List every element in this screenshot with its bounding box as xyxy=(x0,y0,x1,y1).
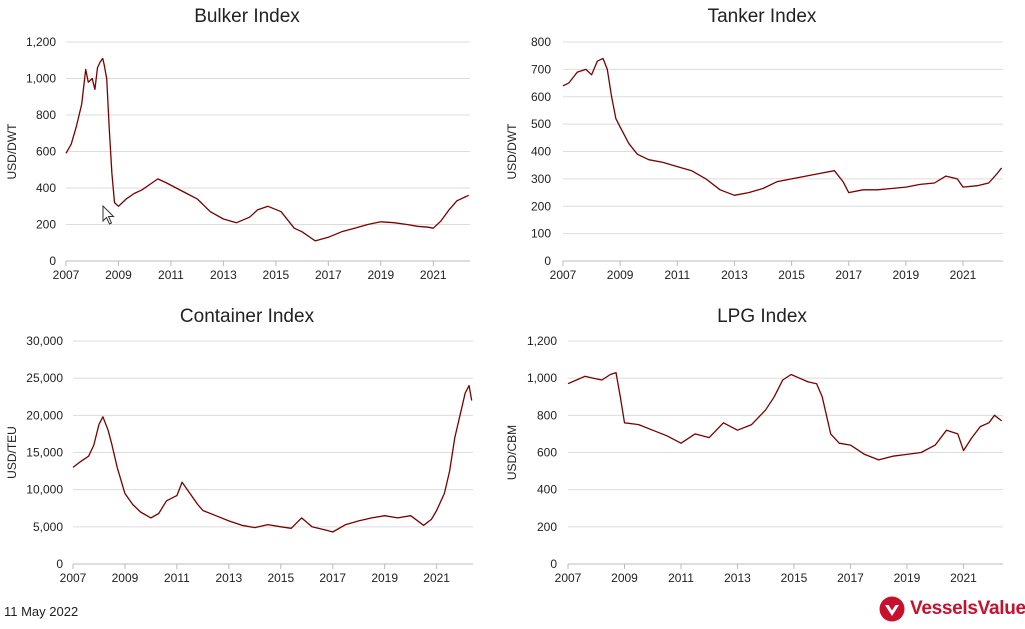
x-tick-label: 2015 xyxy=(267,571,294,585)
x-tick-label: 2009 xyxy=(112,571,139,585)
y-tick-label: 500 xyxy=(531,117,551,131)
x-tick-label: 2007 xyxy=(53,268,80,282)
chart-title: Container Index xyxy=(180,306,315,327)
y-tick-label: 15,000 xyxy=(26,446,63,460)
x-tick-label: 2019 xyxy=(894,571,921,585)
y-tick-label: 0 xyxy=(544,254,551,268)
y-tick-label: 1,000 xyxy=(527,371,557,385)
y-axis-label: USD/TEU xyxy=(5,426,19,479)
y-tick-label: 200 xyxy=(36,218,56,232)
y-tick-label: 600 xyxy=(36,145,56,159)
x-tick-label: 2013 xyxy=(215,571,242,585)
y-axis-label: USD/CBM xyxy=(505,425,519,480)
mouse-pointer-icon xyxy=(102,205,115,225)
x-tick-label: 2019 xyxy=(367,268,394,282)
y-tick-label: 600 xyxy=(537,446,557,460)
y-tick-label: 300 xyxy=(531,172,551,186)
x-tick-label: 2019 xyxy=(371,571,398,585)
y-tick-label: 1,200 xyxy=(527,334,557,348)
x-tick-label: 2017 xyxy=(319,571,346,585)
y-axis-label: USD/DWT xyxy=(505,123,519,180)
x-tick-label: 2021 xyxy=(950,268,977,282)
y-tick-label: 400 xyxy=(531,145,551,159)
y-tick-label: 200 xyxy=(537,520,557,534)
y-tick-label: 20,000 xyxy=(26,408,63,422)
y-tick-label: 0 xyxy=(56,557,63,571)
series-line xyxy=(567,371,1003,461)
chart-panel: 0 5,000 10,000 15,000 20,000 25,000 30,000 2007… xyxy=(5,306,473,585)
y-tick-label: 400 xyxy=(36,181,56,195)
x-tick-label: 2013 xyxy=(724,571,751,585)
x-tick-label: 2021 xyxy=(950,571,977,585)
chart-panel: 0 200 400 600 800 1,000 1,200 2007 2009 2011 2013 2… xyxy=(5,6,470,282)
chart-title: Bulker Index xyxy=(194,6,300,27)
x-tick-label: 2015 xyxy=(263,268,290,282)
y-tick-label: 1,200 xyxy=(26,35,56,49)
x-tick-label: 2017 xyxy=(835,268,862,282)
y-tick-label: 200 xyxy=(531,199,551,213)
y-tick-label: 700 xyxy=(531,62,551,76)
y-tick-label: 800 xyxy=(537,408,557,422)
x-tick-label: 2009 xyxy=(607,268,634,282)
series-line xyxy=(65,57,469,242)
y-axis-label: USD/DWT xyxy=(5,123,19,180)
x-tick-label: 2009 xyxy=(105,268,132,282)
x-tick-label: 2017 xyxy=(315,268,342,282)
y-tick-label: 10,000 xyxy=(26,483,63,497)
x-tick-label: 2007 xyxy=(60,571,87,585)
y-tick-label: 800 xyxy=(36,108,56,122)
y-tick-label: 25,000 xyxy=(26,371,63,385)
x-tick-label: 2011 xyxy=(158,268,184,282)
y-tick-label: 100 xyxy=(531,227,551,241)
x-tick-label: 2021 xyxy=(423,571,450,585)
brand-name: VesselsValue xyxy=(910,598,1025,619)
y-tick-label: 0 xyxy=(550,557,557,571)
series-line xyxy=(72,384,473,533)
chart-title: LPG Index xyxy=(717,306,807,327)
y-tick-label: 1,000 xyxy=(26,72,56,86)
x-tick-label: 2017 xyxy=(837,571,864,585)
x-tick-label: 2011 xyxy=(664,268,690,282)
y-tick-label: 400 xyxy=(537,483,557,497)
y-tick-label: 30,000 xyxy=(26,334,63,348)
x-tick-label: 2013 xyxy=(721,268,748,282)
date-label: 11 May 2022 xyxy=(4,604,79,619)
chart-title: Tanker Index xyxy=(708,6,817,27)
x-tick-label: 2015 xyxy=(781,571,808,585)
y-tick-label: 5,000 xyxy=(33,520,63,534)
chart-panel: 0 200 400 600 800 1,000 1,200 2007 2009 2011 2013 2… xyxy=(505,306,1003,585)
chart-panel: 0 100 200 300 400 500 600 700 800 2007 2009 2011 201… xyxy=(505,6,1003,282)
x-tick-label: 2011 xyxy=(164,571,190,585)
x-tick-label: 2013 xyxy=(210,268,237,282)
y-tick-label: 800 xyxy=(531,35,551,49)
vesselsvalue-logo-icon xyxy=(879,596,905,622)
brand-logo: VesselsValue xyxy=(879,595,1025,623)
x-tick-label: 2011 xyxy=(668,571,694,585)
series-line xyxy=(562,57,1003,196)
x-tick-label: 2021 xyxy=(420,268,447,282)
x-tick-label: 2015 xyxy=(778,268,805,282)
x-tick-label: 2007 xyxy=(550,268,577,282)
y-tick-label: 600 xyxy=(531,90,551,104)
x-tick-label: 2019 xyxy=(893,268,920,282)
x-tick-label: 2007 xyxy=(555,571,582,585)
x-tick-label: 2009 xyxy=(611,571,638,585)
y-tick-label: 0 xyxy=(49,254,56,268)
